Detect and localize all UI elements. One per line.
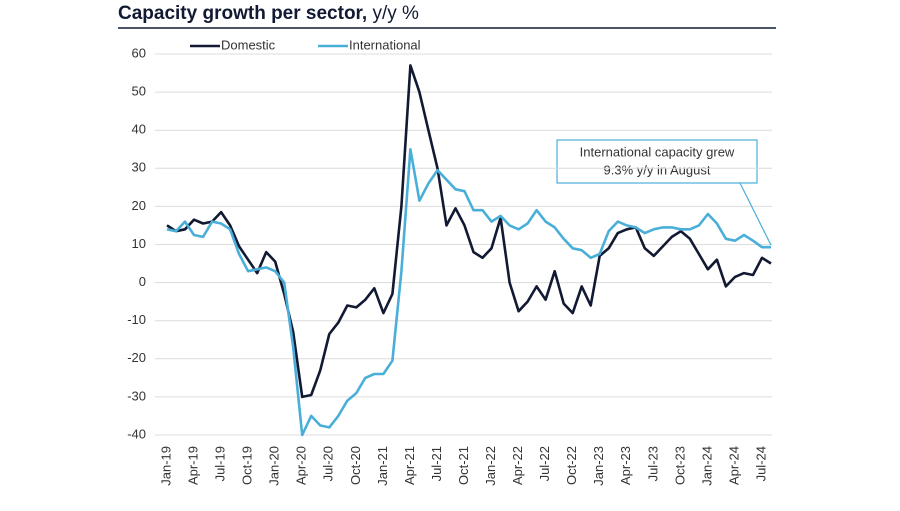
x-tick-label: Apr-22 — [510, 446, 525, 485]
x-tick-label: Oct-21 — [456, 446, 471, 485]
x-tick-label: Jan-19 — [158, 446, 173, 486]
y-tick-label: 10 — [132, 236, 146, 251]
y-tick-label: 30 — [132, 160, 146, 175]
x-tick-label: Apr-19 — [185, 446, 200, 485]
y-tick-label: 20 — [132, 198, 146, 213]
x-tick-label: Apr-20 — [294, 446, 309, 485]
chart-title: Capacity growth per sector, y/y % — [118, 3, 419, 24]
y-tick-label: -40 — [127, 426, 146, 441]
title-main: Capacity growth per sector, — [118, 3, 367, 24]
annotation-arrow — [739, 182, 772, 246]
legend-label: International — [349, 37, 421, 52]
x-tick-label: Oct-22 — [564, 446, 579, 485]
series-line — [166, 64, 772, 399]
x-tick-label: Jan-22 — [483, 446, 498, 486]
x-tick-label: Jul-22 — [537, 446, 552, 481]
series-line — [166, 148, 771, 437]
x-tick-label: Jan-20 — [267, 446, 282, 486]
x-tick-label: Apr-23 — [618, 446, 633, 485]
x-tick-label: Jan-23 — [591, 446, 606, 486]
annotation-text: International capacity grew — [580, 144, 735, 159]
y-tick-label: 0 — [139, 274, 146, 289]
y-tick-label: -20 — [127, 350, 146, 365]
x-tick-label: Jul-20 — [321, 446, 336, 481]
annotation-box — [556, 139, 758, 184]
x-tick-label: Oct-20 — [348, 446, 363, 485]
title-unit: y/y % — [372, 3, 419, 24]
y-tick-label: 60 — [132, 45, 146, 60]
x-tick-label: Apr-24 — [726, 446, 741, 485]
x-tick-label: Apr-21 — [402, 446, 417, 485]
x-tick-label: Jan-24 — [699, 446, 714, 486]
annotation-text: 9.3% y/y in August — [604, 162, 711, 177]
x-tick-label: Jul-23 — [645, 446, 660, 481]
y-tick-label: -10 — [127, 312, 146, 327]
x-tick-label: Oct-19 — [240, 446, 255, 485]
x-tick-label: Jul-19 — [213, 446, 228, 481]
x-tick-label: Jul-21 — [429, 446, 444, 481]
y-tick-label: -30 — [127, 388, 146, 403]
y-tick-label: 40 — [132, 122, 146, 137]
x-tick-label: Jul-24 — [753, 446, 768, 481]
x-tick-label: Oct-23 — [672, 446, 687, 485]
legend-label: Domestic — [221, 37, 276, 52]
x-tick-label: Jan-21 — [375, 446, 390, 486]
y-tick-label: 50 — [132, 84, 146, 99]
